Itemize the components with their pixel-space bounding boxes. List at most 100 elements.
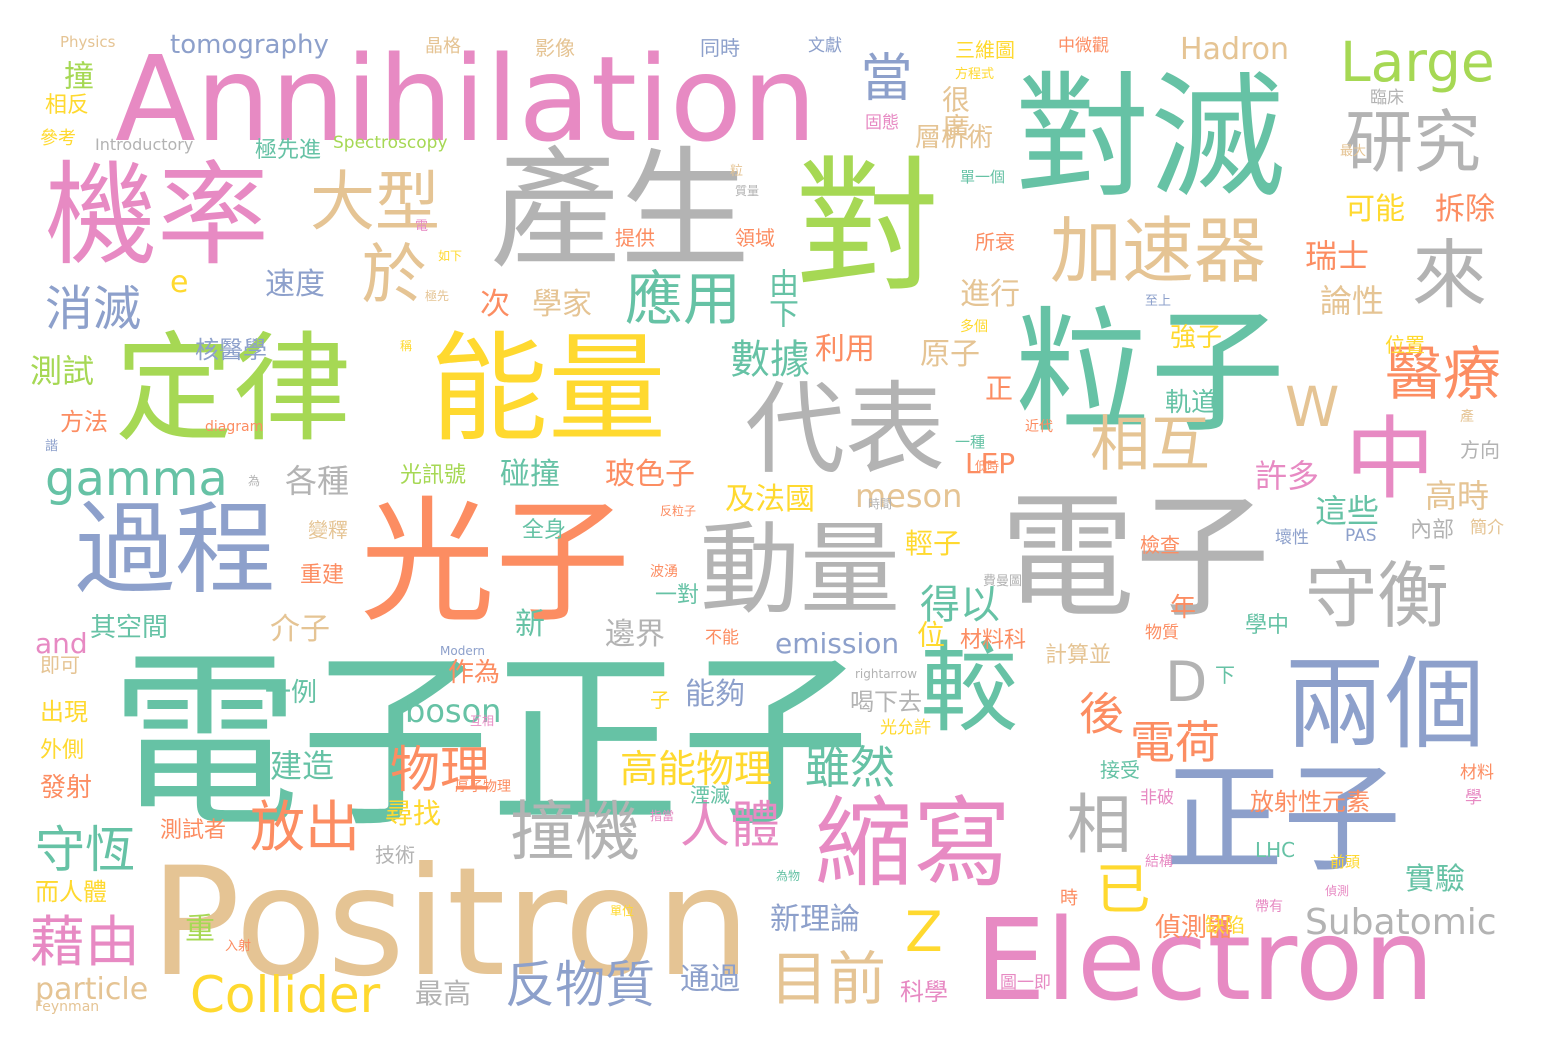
cloud-word: 其空間 (90, 613, 169, 643)
cloud-word: 動量 (700, 511, 900, 628)
cloud-word: 正子 (1165, 750, 1402, 888)
cloud-word: 如下 (438, 249, 463, 263)
cloud-word: 領域 (735, 226, 775, 250)
cloud-word: 接受 (1100, 758, 1140, 782)
cloud-word: 守恆 (35, 821, 135, 879)
cloud-word: 由下 (763, 268, 798, 328)
cloud-word: 碰撞 (500, 457, 560, 492)
cloud-word: 粒 (730, 164, 744, 179)
cloud-word: 最高 (415, 977, 472, 1010)
cloud-word: 於 (350, 240, 425, 305)
cloud-word: 位 (913, 620, 946, 648)
cloud-word: 兩個 (1285, 646, 1485, 763)
cloud-word: 各種 (285, 462, 350, 500)
cloud-word: 近代 (1025, 419, 1053, 435)
cloud-word: 定律 (115, 320, 352, 458)
cloud-word: 位置 (1385, 333, 1425, 357)
cloud-word: 固態 (865, 113, 899, 133)
cloud-word: 很廣 (938, 85, 971, 141)
cloud-word: 稱 (400, 339, 413, 353)
cloud-word: 輕子 (905, 527, 962, 560)
cloud-word: 新理論 (770, 902, 860, 937)
cloud-word: 過程 (75, 491, 275, 608)
cloud-word: 方向 (1460, 438, 1500, 462)
cloud-word: 一例 (265, 678, 318, 708)
cloud-word: Modern (440, 644, 486, 658)
cloud-word: Annihilation (115, 30, 817, 168)
cloud-word: and (35, 627, 88, 660)
cloud-word: 後 (1071, 690, 1124, 735)
cloud-word: 參考 (40, 128, 76, 149)
cloud-word: 來 (1399, 235, 1487, 310)
cloud-word: 對 (795, 143, 940, 312)
cloud-word: 及法國 (725, 482, 815, 517)
cloud-word: 偵測器 (1155, 913, 1234, 943)
cloud-word: 可能 (1345, 192, 1405, 227)
cloud-word: 技術 (375, 843, 415, 867)
cloud-word: 人體 (680, 796, 780, 854)
cloud-word: 帶有 (1255, 899, 1283, 915)
cloud-word: 晶格 (425, 36, 461, 57)
cloud-word: 中微觀 (1058, 36, 1109, 56)
cloud-word: 應用 (625, 265, 742, 333)
cloud-word: 產 (1460, 409, 1474, 425)
cloud-word: 檢查 (1140, 533, 1180, 557)
cloud-word: 即可 (40, 653, 80, 677)
cloud-word: 湮滅 (690, 783, 730, 807)
cloud-word: 速度 (265, 267, 325, 302)
cloud-word: 前頭 (1330, 853, 1361, 871)
cloud-word: 新 (515, 607, 545, 642)
cloud-word: 方程式 (955, 67, 995, 82)
cloud-word: 偵測 (1325, 884, 1350, 898)
cloud-word: 諧 (45, 439, 59, 454)
cloud-word: 物理 (390, 741, 490, 799)
cloud-word: 通過 (680, 962, 740, 997)
cloud-word: 反物質 (505, 956, 655, 1014)
cloud-word: 研究 (1345, 104, 1482, 183)
cloud-word: Physics (60, 33, 116, 51)
cloud-word: 不能 (705, 628, 739, 648)
cloud-word: 機率 (45, 151, 269, 281)
cloud-word: 而人體 (35, 878, 107, 906)
cloud-word: 指當 (650, 809, 675, 823)
cloud-word: Spectroscopy (333, 133, 448, 153)
cloud-word: 電子正子 (110, 632, 871, 853)
cloud-word: 所衰 (975, 230, 1015, 254)
cloud-word: LHC (1255, 838, 1296, 862)
cloud-word: 波湧 (650, 564, 678, 580)
cloud-word: 電 (415, 219, 429, 234)
cloud-word: 粒子 (1015, 294, 1285, 451)
cloud-word: 為 (248, 474, 261, 488)
cloud-word: 材料 (1460, 763, 1494, 783)
cloud-word: 非破 (1140, 788, 1174, 808)
cloud-word: 低時 (975, 459, 1000, 473)
cloud-word: 時 (1060, 888, 1078, 909)
cloud-word: 費曼圖 (983, 574, 1023, 589)
cloud-word: 學家 (532, 287, 592, 322)
cloud-word: 厚子物理 (455, 779, 511, 795)
cloud-word: 最大 (1340, 144, 1367, 159)
cloud-word: 簡介 (1470, 518, 1504, 538)
cloud-word: 相互 (1090, 410, 1210, 480)
cloud-word: 已 (1086, 860, 1150, 915)
cloud-word: 科學 (900, 978, 948, 1006)
cloud-word: 極先進 (255, 138, 322, 163)
cloud-word: Positron (150, 836, 751, 1010)
cloud-word: 反粒子 (660, 504, 697, 518)
cloud-word: 瑞士 (1305, 237, 1370, 275)
cloud-word: Subatomic (1305, 902, 1497, 943)
cloud-word: Large (1340, 30, 1495, 94)
cloud-word: 計算並 (1045, 643, 1112, 668)
cloud-word: 單一個 (960, 168, 1006, 186)
cloud-word: 代表 (745, 371, 945, 488)
cloud-word: 全身 (522, 518, 567, 543)
cloud-word: 質量 (735, 184, 760, 198)
cloud-word: gamma (45, 451, 228, 507)
cloud-word: D (1165, 650, 1208, 714)
cloud-word: 發射 (40, 773, 93, 803)
cloud-word: Hadron (1180, 32, 1290, 67)
cloud-word: 產生 (490, 134, 751, 286)
cloud-word: 光訊號 (400, 463, 467, 488)
cloud-word: 這些 (1315, 492, 1380, 530)
cloud-word: 相 (1055, 790, 1130, 855)
